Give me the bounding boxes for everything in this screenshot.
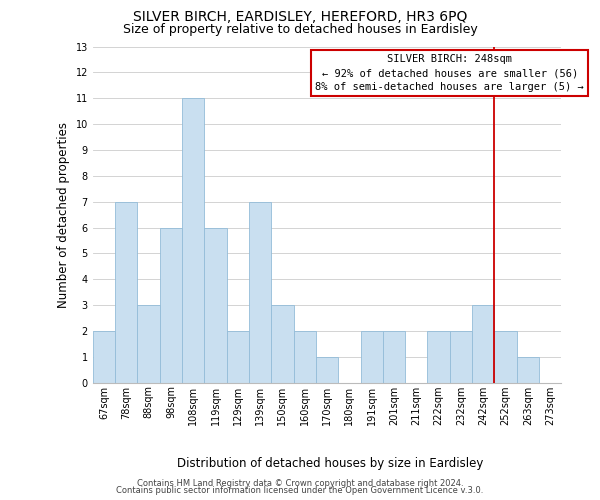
Bar	[427, 331, 450, 382]
Text: SILVER BIRCH: 248sqm
← 92% of detached houses are smaller (56)
8% of semi-detach: SILVER BIRCH: 248sqm ← 92% of detached h…	[316, 54, 584, 92]
Bar	[160, 228, 182, 382]
Bar	[182, 98, 205, 382]
Bar	[137, 305, 160, 382]
Bar	[494, 331, 517, 382]
Bar	[361, 331, 383, 382]
Bar	[472, 305, 494, 382]
Bar	[227, 331, 249, 382]
Text: Contains HM Land Registry data © Crown copyright and database right 2024.: Contains HM Land Registry data © Crown c…	[137, 478, 463, 488]
Bar	[293, 331, 316, 382]
Bar	[383, 331, 405, 382]
Text: Size of property relative to detached houses in Eardisley: Size of property relative to detached ho…	[122, 22, 478, 36]
Bar	[249, 202, 271, 382]
Bar	[93, 331, 115, 382]
Text: SILVER BIRCH, EARDISLEY, HEREFORD, HR3 6PQ: SILVER BIRCH, EARDISLEY, HEREFORD, HR3 6…	[133, 10, 467, 24]
Bar	[450, 331, 472, 382]
Bar	[205, 228, 227, 382]
Bar	[115, 202, 137, 382]
Bar	[271, 305, 293, 382]
Bar	[517, 357, 539, 382]
Text: Distribution of detached houses by size in Eardisley: Distribution of detached houses by size …	[177, 457, 483, 470]
Y-axis label: Number of detached properties: Number of detached properties	[57, 122, 70, 308]
Bar	[316, 357, 338, 382]
Text: Contains public sector information licensed under the Open Government Licence v.: Contains public sector information licen…	[116, 486, 484, 495]
